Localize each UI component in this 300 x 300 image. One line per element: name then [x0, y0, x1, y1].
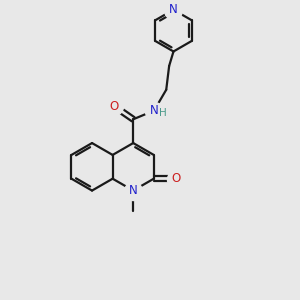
Text: H: H	[159, 108, 166, 118]
Text: N: N	[129, 184, 138, 197]
Text: N: N	[150, 104, 158, 117]
Text: O: O	[110, 100, 119, 113]
Text: N: N	[169, 3, 178, 16]
Text: O: O	[171, 172, 180, 185]
